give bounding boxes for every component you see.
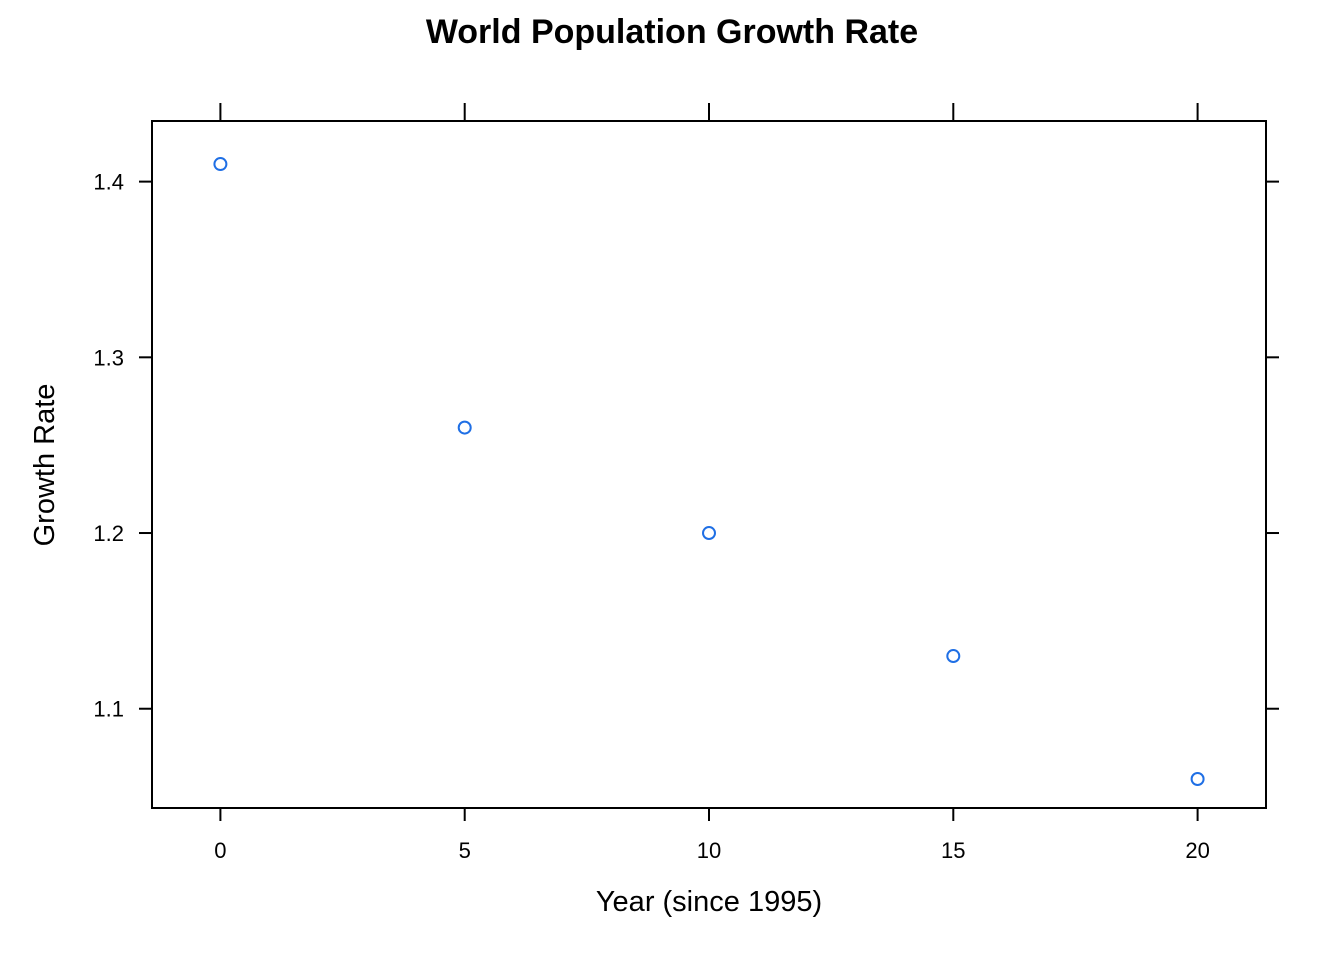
plot-frame bbox=[151, 120, 1267, 809]
x-tick-label: 0 bbox=[214, 838, 226, 863]
data-point bbox=[213, 157, 228, 172]
x-axis-tick-labels: 0 5 10 15 20 bbox=[214, 838, 1210, 863]
x-axis-bottom-ticks bbox=[219, 808, 1199, 821]
y-axis-right-ticks bbox=[1266, 180, 1279, 710]
y-tick-label: 1.3 bbox=[93, 345, 124, 370]
y-tick-label: 1.2 bbox=[93, 521, 124, 546]
y-tick-label: 1.4 bbox=[93, 170, 124, 195]
data-points bbox=[213, 157, 1205, 787]
y-tick-label: 1.1 bbox=[93, 697, 124, 722]
data-point bbox=[702, 526, 716, 541]
chart-title: World Population Growth Rate bbox=[426, 13, 918, 51]
x-axis-top-ticks bbox=[219, 103, 1199, 121]
y-axis-tick-labels: 1.1 1.2 1.3 1.4 bbox=[93, 170, 124, 722]
x-tick-label: 20 bbox=[1185, 838, 1209, 863]
x-tick-label: 15 bbox=[941, 838, 965, 863]
data-point bbox=[1190, 772, 1205, 787]
x-tick-label: 10 bbox=[697, 838, 721, 863]
y-axis-label: Growth Rate bbox=[29, 384, 61, 547]
y-axis-left-ticks bbox=[139, 180, 152, 710]
data-point bbox=[457, 420, 472, 435]
x-tick-label: 5 bbox=[459, 838, 471, 863]
data-point bbox=[946, 649, 961, 664]
x-axis-label: Year (since 1995) bbox=[596, 886, 822, 918]
